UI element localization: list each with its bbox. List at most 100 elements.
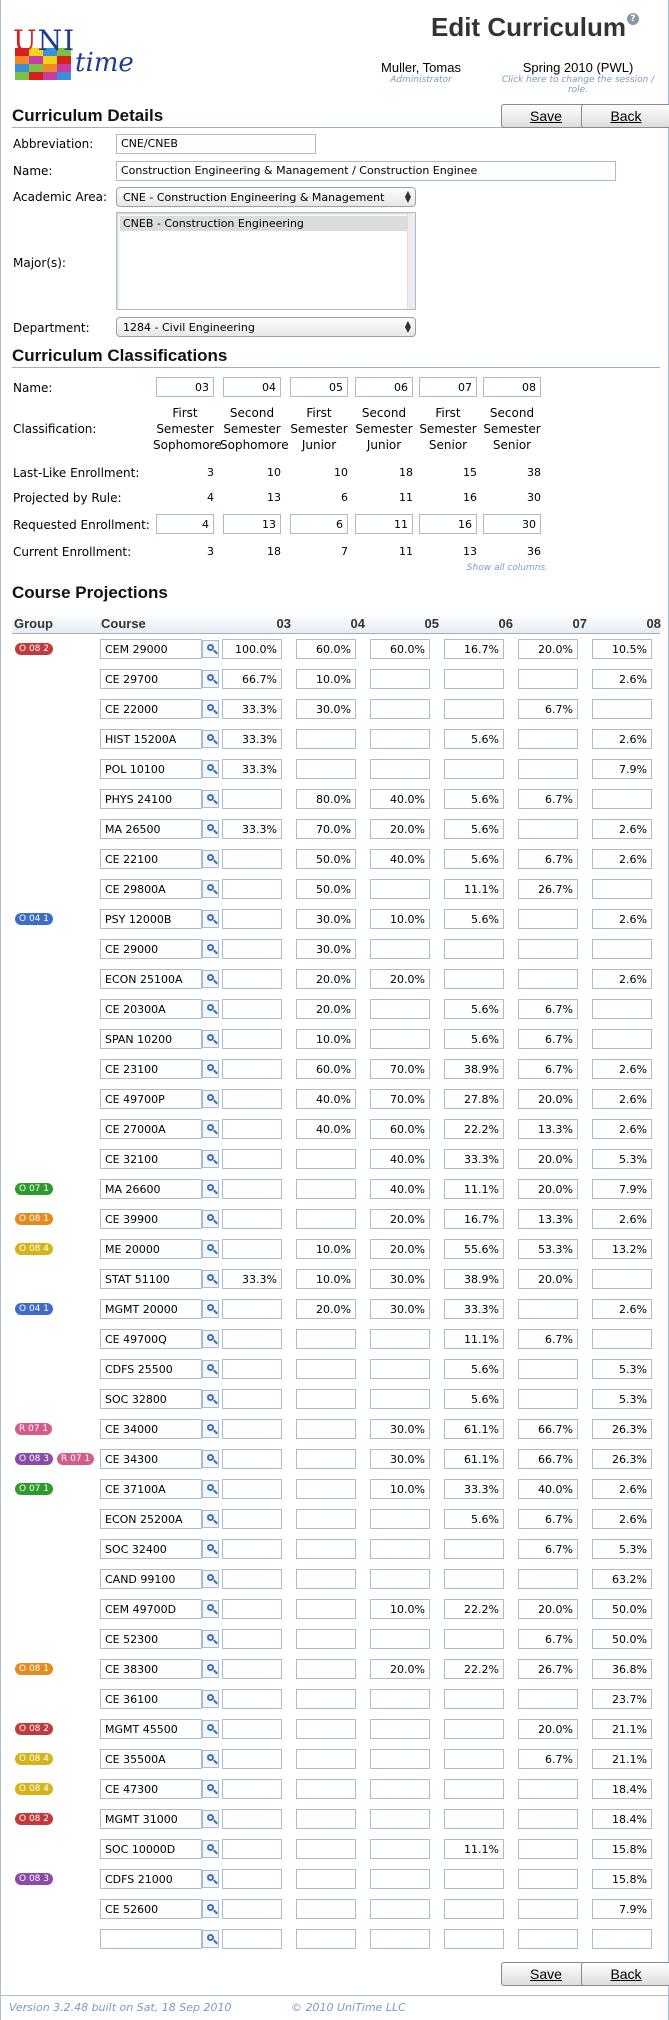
share-input-05[interactable]: 70.0% — [370, 1059, 430, 1079]
share-input-03[interactable] — [222, 1329, 282, 1349]
share-input-08[interactable]: 2.6% — [592, 1209, 652, 1229]
share-input-05[interactable] — [370, 669, 430, 689]
share-input-04[interactable] — [296, 1899, 356, 1919]
share-input-04[interactable] — [296, 1509, 356, 1529]
share-input-08[interactable]: 18.4% — [592, 1809, 652, 1829]
share-input-04[interactable]: 10.0% — [296, 1239, 356, 1259]
course-search-button[interactable] — [202, 850, 219, 868]
share-input-04[interactable]: 20.0% — [296, 1299, 356, 1319]
share-input-08[interactable]: 5.3% — [592, 1149, 652, 1169]
group-badge[interactable]: O 04 1 — [15, 1303, 53, 1315]
share-input-08[interactable]: 7.9% — [592, 1179, 652, 1199]
course-search-button[interactable] — [202, 700, 219, 718]
share-input-05[interactable]: 20.0% — [370, 969, 430, 989]
course-search-button[interactable] — [202, 1390, 219, 1408]
course-input[interactable]: CE 22100 — [100, 849, 202, 869]
share-input-04[interactable] — [296, 1209, 356, 1229]
share-input-06[interactable]: 33.3% — [444, 1299, 504, 1319]
share-input-08[interactable]: 21.1% — [592, 1719, 652, 1739]
course-search-button[interactable] — [202, 1900, 219, 1918]
course-search-button[interactable] — [202, 1090, 219, 1108]
course-input[interactable]: CE 34300 — [100, 1449, 202, 1469]
share-input-04[interactable] — [296, 759, 356, 779]
share-input-04[interactable] — [296, 1689, 356, 1709]
col-header-03[interactable]: 03 — [276, 616, 291, 631]
share-input-03[interactable] — [222, 1839, 282, 1859]
share-input-05[interactable] — [370, 1329, 430, 1349]
share-input-03[interactable] — [222, 1359, 282, 1379]
share-input-07[interactable] — [518, 909, 578, 929]
share-input-03[interactable] — [222, 939, 282, 959]
share-input-05[interactable] — [370, 1929, 430, 1949]
group-badge[interactable]: O 08 3 — [15, 1453, 53, 1465]
share-input-06[interactable]: 27.8% — [444, 1089, 504, 1109]
share-input-08[interactable]: 50.0% — [592, 1599, 652, 1619]
course-search-button[interactable] — [202, 1630, 219, 1648]
share-input-04[interactable] — [296, 1869, 356, 1889]
share-input-06[interactable] — [444, 1569, 504, 1589]
share-input-06[interactable]: 16.7% — [444, 1209, 504, 1229]
share-input-08[interactable]: 2.6% — [592, 969, 652, 989]
share-input-07[interactable]: 6.7% — [518, 1539, 578, 1559]
share-input-07[interactable]: 6.7% — [518, 789, 578, 809]
share-input-07[interactable] — [518, 939, 578, 959]
share-input-08[interactable] — [592, 699, 652, 719]
group-badge[interactable]: O 04 1 — [15, 913, 53, 925]
share-input-05[interactable]: 20.0% — [370, 1209, 430, 1229]
course-input[interactable]: ECON 25200A — [100, 1509, 202, 1529]
share-input-03[interactable]: 33.3% — [222, 1269, 282, 1289]
share-input-03[interactable] — [222, 879, 282, 899]
course-input[interactable]: CE 49700Q — [100, 1329, 202, 1349]
share-input-03[interactable] — [222, 849, 282, 869]
share-input-08[interactable]: 15.8% — [592, 1869, 652, 1889]
course-input[interactable]: CEM 29000 — [100, 639, 202, 659]
share-input-04[interactable] — [296, 1749, 356, 1769]
share-input-05[interactable] — [370, 1869, 430, 1889]
share-input-03[interactable] — [222, 1419, 282, 1439]
course-search-button[interactable] — [202, 790, 219, 808]
share-input-07[interactable] — [518, 1809, 578, 1829]
share-input-03[interactable] — [222, 1089, 282, 1109]
share-input-08[interactable]: 18.4% — [592, 1779, 652, 1799]
share-input-04[interactable] — [296, 1539, 356, 1559]
share-input-07[interactable] — [518, 819, 578, 839]
share-input-04[interactable] — [296, 1629, 356, 1649]
course-search-button[interactable] — [202, 1690, 219, 1708]
course-search-button[interactable] — [202, 820, 219, 838]
share-input-06[interactable]: 5.6% — [444, 789, 504, 809]
share-input-03[interactable] — [222, 1239, 282, 1259]
course-search-button[interactable] — [202, 640, 219, 658]
course-input[interactable]: PSY 12000B — [100, 909, 202, 929]
share-input-08[interactable]: 2.6% — [592, 819, 652, 839]
share-input-04[interactable] — [296, 1449, 356, 1469]
share-input-08[interactable]: 2.6% — [592, 1479, 652, 1499]
group-badge[interactable]: R 07 1 — [15, 1423, 53, 1435]
share-input-04[interactable] — [296, 1149, 356, 1169]
course-search-button[interactable] — [202, 1420, 219, 1438]
share-input-03[interactable] — [222, 969, 282, 989]
course-input[interactable]: CDFS 21000 — [100, 1869, 202, 1889]
share-input-08[interactable] — [592, 1269, 652, 1289]
share-input-07[interactable]: 20.0% — [518, 1719, 578, 1739]
share-input-06[interactable]: 5.6% — [444, 1029, 504, 1049]
course-search-button[interactable] — [202, 1540, 219, 1558]
share-input-06[interactable] — [444, 669, 504, 689]
share-input-04[interactable] — [296, 1719, 356, 1739]
course-search-button[interactable] — [202, 970, 219, 988]
share-input-04[interactable] — [296, 1359, 356, 1379]
share-input-03[interactable] — [222, 1539, 282, 1559]
course-input[interactable]: POL 10100 — [100, 759, 202, 779]
share-input-06[interactable] — [444, 1929, 504, 1949]
share-input-08[interactable] — [592, 1029, 652, 1049]
course-search-button[interactable] — [202, 1450, 219, 1468]
share-input-04[interactable]: 40.0% — [296, 1119, 356, 1139]
share-input-05[interactable]: 60.0% — [370, 639, 430, 659]
share-input-07[interactable]: 20.0% — [518, 1149, 578, 1169]
share-input-08[interactable]: 5.3% — [592, 1359, 652, 1379]
share-input-07[interactable] — [518, 1689, 578, 1709]
share-input-04[interactable] — [296, 1839, 356, 1859]
share-input-03[interactable]: 33.3% — [222, 819, 282, 839]
share-input-07[interactable] — [518, 669, 578, 689]
share-input-05[interactable] — [370, 1809, 430, 1829]
share-input-05[interactable]: 40.0% — [370, 849, 430, 869]
